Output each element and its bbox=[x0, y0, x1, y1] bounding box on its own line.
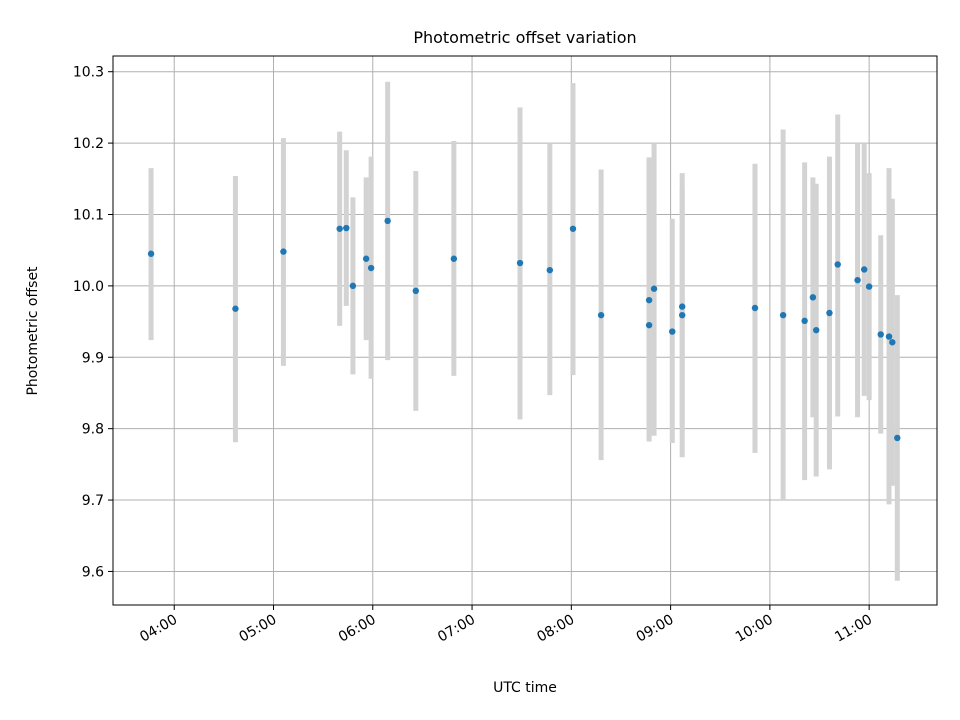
data-point bbox=[336, 225, 343, 232]
data-point bbox=[854, 276, 861, 284]
y-axis-ticks: 9.6 9.7 9.8 9.9 10.0 10.1 10.2 10.3 bbox=[73, 65, 113, 580]
data-point bbox=[669, 328, 676, 335]
data-point bbox=[569, 225, 577, 232]
data-point bbox=[343, 224, 350, 232]
data-point bbox=[877, 331, 884, 338]
data-point bbox=[894, 434, 901, 442]
data-point bbox=[412, 287, 419, 295]
data-point bbox=[450, 255, 458, 262]
data-point bbox=[349, 282, 357, 290]
y-tick-label: 9.7 bbox=[82, 493, 104, 509]
chart-title: Photometric offset variation bbox=[413, 28, 636, 47]
data-point bbox=[650, 285, 658, 292]
data-point bbox=[801, 317, 808, 325]
y-tick-label: 10.3 bbox=[73, 65, 104, 81]
data-point bbox=[645, 296, 653, 304]
data-point bbox=[384, 217, 391, 225]
data-point bbox=[834, 261, 841, 268]
grid-lines bbox=[113, 56, 937, 605]
data-point bbox=[362, 255, 370, 262]
y-tick-label: 10.1 bbox=[73, 207, 104, 223]
data-point bbox=[860, 266, 868, 273]
data-point bbox=[678, 311, 686, 319]
data-point bbox=[597, 311, 605, 319]
data-point bbox=[546, 266, 554, 274]
data-point bbox=[813, 326, 820, 334]
data-point bbox=[809, 294, 817, 301]
data-point bbox=[826, 309, 833, 317]
data-point bbox=[865, 283, 873, 290]
y-tick-label: 10.2 bbox=[73, 136, 104, 152]
data-point bbox=[516, 259, 524, 267]
data-point bbox=[147, 250, 155, 257]
data-point bbox=[779, 311, 787, 319]
data-point bbox=[678, 303, 686, 310]
data-point bbox=[885, 333, 893, 340]
y-tick-label: 9.8 bbox=[82, 422, 104, 438]
y-tick-label: 9.9 bbox=[82, 350, 104, 366]
data-point bbox=[367, 264, 375, 272]
data-point bbox=[232, 305, 239, 312]
data-point bbox=[280, 248, 287, 255]
data-point bbox=[751, 304, 759, 312]
y-tick-label: 10.0 bbox=[73, 279, 104, 295]
y-tick-label: 9.6 bbox=[82, 564, 104, 580]
y-axis-label: Photometric offset bbox=[25, 266, 41, 396]
plot-area-frame bbox=[112, 55, 938, 606]
data-points bbox=[147, 217, 901, 442]
data-point bbox=[889, 339, 896, 346]
x-axis-label: UTC time bbox=[493, 680, 557, 696]
data-point bbox=[645, 321, 653, 329]
